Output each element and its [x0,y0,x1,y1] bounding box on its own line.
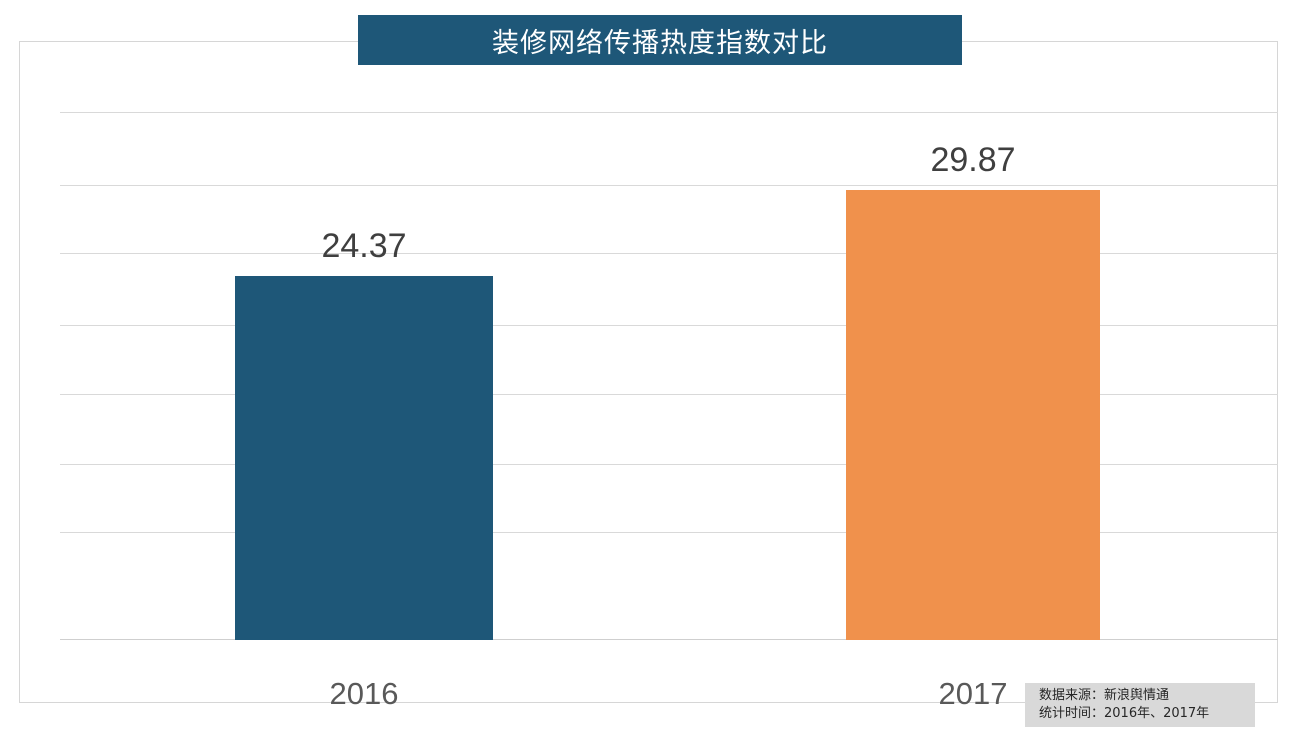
source-note-box: 数据来源：新浪舆情通 统计时间：2016年、2017年 [1025,683,1255,727]
plot-area: 24.37 29.87 [60,112,1278,640]
gridline-2 [60,185,1278,186]
category-label-2017: 2017 [938,676,1008,711]
gridline-1 [60,112,1278,113]
gridline-7 [60,532,1278,533]
source-line-data-origin: 数据来源：新浪舆情通 [1039,688,1170,703]
value-label-2016: 24.37 [321,227,407,265]
category-label-2016: 2016 [329,676,399,711]
chart-card: 24.37 29.87 2016 2017 [19,41,1278,711]
gridline-3 [60,253,1278,254]
bar-2016[interactable] [235,276,493,640]
chart-title-banner: 装修网络传播热度指数对比 [358,15,962,65]
gridline-4 [60,325,1278,326]
gridline-5 [60,394,1278,395]
gridline-6 [60,464,1278,465]
gridline-baseline [60,639,1278,640]
page-title: 装修网络传播热度指数对比 [492,27,828,59]
bar-2017[interactable] [846,190,1100,640]
value-label-2017: 29.87 [930,141,1016,179]
source-line-stat-period: 统计时间：2016年、2017年 [1039,706,1210,721]
